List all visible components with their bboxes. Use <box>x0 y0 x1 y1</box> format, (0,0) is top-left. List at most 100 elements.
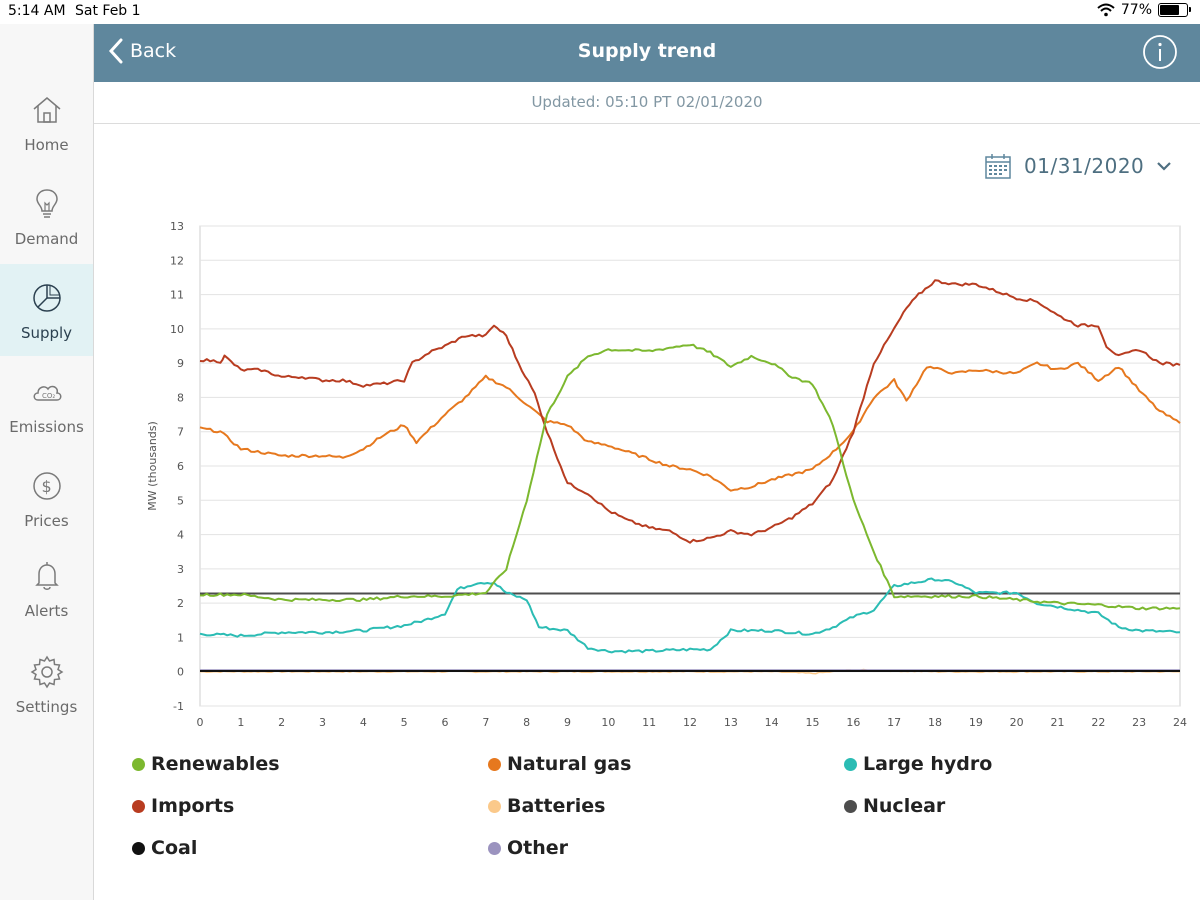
legend-swatch <box>488 841 501 855</box>
series-line-large-hydro <box>199 577 1181 654</box>
x-tick-label: 4 <box>360 716 367 729</box>
info-icon[interactable] <box>1142 34 1178 70</box>
legend-swatch <box>488 757 501 771</box>
y-tick-label: 4 <box>177 529 184 542</box>
x-tick-label: 24 <box>1173 716 1187 729</box>
x-tick-label: 21 <box>1051 716 1065 729</box>
sidebar-item-settings[interactable]: Settings <box>0 648 93 740</box>
legend-swatch <box>488 799 501 813</box>
lightbulb-icon <box>35 189 58 218</box>
y-tick-label: 1 <box>177 631 184 644</box>
x-tick-label: 22 <box>1091 716 1105 729</box>
x-tick-label: 18 <box>928 716 942 729</box>
legend-label: Coal <box>151 837 198 859</box>
legend-label: Nuclear <box>863 795 946 817</box>
battery-percent: 77% <box>1120 2 1152 18</box>
x-tick-label: 1 <box>237 716 244 729</box>
sidebar-item-emissions[interactable]: CO₂ Emissions <box>0 368 93 460</box>
wifi-icon <box>1097 3 1115 17</box>
legend-swatch <box>132 757 145 771</box>
chevron-down-icon <box>1157 162 1172 171</box>
sidebar-item-label: Emissions <box>9 418 84 436</box>
sidebar-item-label: Alerts <box>24 602 69 620</box>
co2-cloud-icon: CO₂ <box>33 385 61 401</box>
x-tick-label: 5 <box>401 716 408 729</box>
date-picker[interactable]: 01/31/2020 <box>984 152 1172 180</box>
y-tick-label: 11 <box>170 289 184 302</box>
legend-item-nuclear[interactable]: Nuclear <box>844 795 945 817</box>
sidebar-item-label: Settings <box>15 698 78 716</box>
legend-label: Imports <box>151 795 235 817</box>
y-tick-label: 5 <box>177 494 184 507</box>
legend-label: Batteries <box>507 795 606 817</box>
sidebar-item-home[interactable]: Home <box>0 86 93 178</box>
y-tick-label: -1 <box>173 700 184 713</box>
updated-timestamp: Updated: 05:10 PT 02/01/2020 <box>531 93 763 111</box>
y-tick-label: 3 <box>177 563 184 576</box>
y-tick-label: 0 <box>177 666 184 679</box>
series-line-renewables <box>199 343 1181 611</box>
updated-bar: Updated: 05:10 PT 02/01/2020 <box>94 82 1200 124</box>
date-value: 01/31/2020 <box>1024 154 1145 178</box>
x-tick-label: 13 <box>724 716 738 729</box>
sidebar-nav: Home Demand Supply CO₂ Emissions $ Pri <box>0 24 94 900</box>
gear-icon <box>30 655 63 689</box>
x-tick-label: 19 <box>969 716 983 729</box>
y-tick-label: 8 <box>177 391 184 404</box>
legend-item-coal[interactable]: Coal <box>132 837 197 859</box>
legend-label: Renewables <box>151 753 280 775</box>
svg-text:CO₂: CO₂ <box>42 392 55 400</box>
x-tick-label: 23 <box>1132 716 1146 729</box>
x-tick-label: 2 <box>278 716 285 729</box>
back-button[interactable]: Back <box>108 38 176 64</box>
x-tick-label: 7 <box>482 716 489 729</box>
y-axis-label: MW (thousands) <box>146 421 159 511</box>
sidebar-item-supply[interactable]: Supply <box>0 264 93 356</box>
legend-item-other[interactable]: Other <box>488 837 568 859</box>
legend-item-natural-gas[interactable]: Natural gas <box>488 753 631 775</box>
bell-icon <box>34 562 59 590</box>
sidebar-item-demand[interactable]: Demand <box>0 180 93 272</box>
series-line-natural-gas <box>199 361 1181 492</box>
y-tick-label: 7 <box>177 426 184 439</box>
x-tick-label: 3 <box>319 716 326 729</box>
sidebar-item-label: Prices <box>24 512 69 530</box>
legend-label: Other <box>507 837 569 859</box>
x-tick-label: 10 <box>601 716 615 729</box>
x-tick-label: 11 <box>642 716 656 729</box>
pie-chart-icon <box>32 284 61 312</box>
legend-label: Natural gas <box>507 753 632 775</box>
legend-item-imports[interactable]: Imports <box>132 795 234 817</box>
x-tick-label: 20 <box>1010 716 1024 729</box>
y-tick-label: 2 <box>177 597 184 610</box>
legend-label: Large hydro <box>863 753 993 775</box>
x-tick-label: 14 <box>765 716 779 729</box>
legend-item-large-hydro[interactable]: Large hydro <box>844 753 992 775</box>
x-tick-label: 6 <box>442 716 449 729</box>
header-bar: Back Supply trend <box>94 24 1200 82</box>
chevron-left-icon <box>108 38 123 64</box>
sidebar-item-prices[interactable]: $ Prices <box>0 462 93 554</box>
status-right: 77% <box>1097 2 1191 18</box>
sidebar-item-label: Supply <box>20 324 73 342</box>
sidebar-item-alerts[interactable]: Alerts <box>0 552 93 644</box>
x-tick-label: 16 <box>846 716 860 729</box>
svg-text:$: $ <box>41 477 51 496</box>
home-icon <box>33 97 60 123</box>
sidebar-item-label: Demand <box>14 230 79 248</box>
calendar-icon <box>985 154 1011 179</box>
y-tick-label: 13 <box>170 220 184 233</box>
x-tick-label: 15 <box>806 716 820 729</box>
x-tick-label: 17 <box>887 716 901 729</box>
legend-item-renewables[interactable]: Renewables <box>132 753 280 775</box>
page-title: Supply trend <box>577 40 717 62</box>
y-tick-label: 10 <box>170 323 184 336</box>
x-tick-label: 8 <box>523 716 530 729</box>
status-time: 5:14 AM <box>8 3 66 19</box>
battery-icon <box>1158 3 1191 17</box>
x-tick-label: 0 <box>197 716 204 729</box>
x-tick-label: 9 <box>564 716 571 729</box>
legend-item-batteries[interactable]: Batteries <box>488 795 605 817</box>
y-tick-label: 9 <box>177 357 184 370</box>
